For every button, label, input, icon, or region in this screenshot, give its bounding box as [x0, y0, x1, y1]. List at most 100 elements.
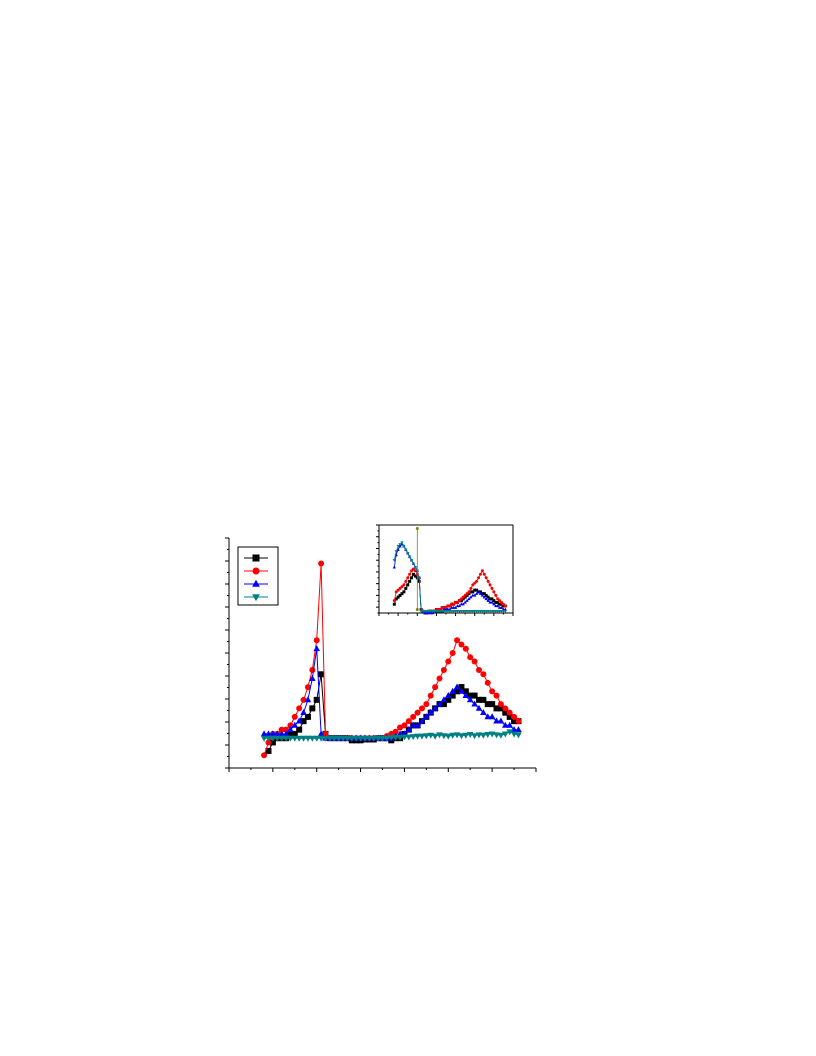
- legend-entry: [244, 594, 268, 602]
- data-point: [458, 687, 465, 694]
- data-point: [413, 566, 418, 570]
- data-point: [400, 541, 404, 545]
- data-point: [440, 696, 448, 703]
- data-point: [480, 671, 487, 678]
- data-point: [296, 726, 303, 733]
- data-point: [506, 713, 513, 720]
- data-point: [458, 684, 465, 691]
- data-point: [260, 730, 268, 737]
- data-point: [511, 713, 518, 720]
- data-point: [500, 602, 504, 606]
- data-point: [357, 735, 364, 742]
- data-point: [496, 604, 500, 608]
- data-point: [423, 701, 430, 708]
- data-point: [402, 583, 406, 587]
- data-point: [300, 735, 307, 742]
- data-point: [309, 705, 316, 712]
- data-point: [488, 597, 492, 601]
- data-point: [339, 735, 347, 742]
- data-point: [475, 579, 479, 583]
- data-point: [480, 732, 487, 739]
- data-point: [462, 732, 470, 739]
- data-point: [300, 718, 307, 725]
- data-point: [415, 607, 419, 611]
- data-point: [427, 692, 434, 699]
- data-point: [502, 721, 509, 728]
- data-point: [489, 688, 496, 695]
- data-point: [502, 705, 509, 712]
- data-point: [497, 717, 505, 724]
- data-point: [423, 733, 430, 740]
- data-point: [466, 696, 474, 703]
- data-point: [482, 572, 486, 576]
- data-point: [498, 599, 502, 603]
- series-2: [392, 542, 507, 615]
- data-point: [480, 569, 484, 573]
- data-point: [467, 692, 474, 699]
- data-point: [515, 718, 522, 725]
- data-point: [511, 718, 518, 725]
- data-point: [465, 592, 469, 596]
- data-point: [458, 641, 465, 648]
- data-point: [287, 726, 294, 733]
- data-point: [295, 717, 303, 724]
- data-point: [411, 572, 415, 576]
- data-point: [392, 559, 396, 562]
- data-point: [478, 591, 483, 595]
- data-point: [449, 650, 456, 656]
- data-point: [392, 728, 399, 735]
- data-point: [467, 654, 474, 661]
- data-point: [431, 704, 439, 711]
- data-point: [278, 730, 285, 737]
- data-point: [405, 718, 412, 725]
- data-point: [497, 732, 505, 739]
- data-point: [506, 709, 513, 716]
- data-point: [296, 705, 303, 712]
- data-point: [427, 709, 435, 716]
- data-point: [282, 730, 290, 737]
- data-point: [473, 593, 477, 597]
- data-point: [278, 726, 285, 733]
- data-point: [392, 734, 399, 741]
- data-point: [374, 735, 382, 742]
- data-point: [330, 735, 338, 742]
- data-point: [493, 732, 500, 739]
- data-point: [465, 593, 469, 597]
- data-point: [406, 551, 410, 555]
- legend: [237, 546, 279, 606]
- data-point: [474, 591, 479, 595]
- data-point: [418, 733, 426, 740]
- data-point: [413, 574, 417, 578]
- data-point: [490, 600, 494, 604]
- data-point: [400, 585, 404, 589]
- data-point: [492, 602, 496, 606]
- data-point: [502, 731, 509, 738]
- data-point: [488, 713, 496, 720]
- data-point: [493, 705, 500, 712]
- data-point: [440, 701, 447, 708]
- data-point: [473, 588, 477, 592]
- data-point: [461, 595, 465, 599]
- data-point: [404, 579, 408, 583]
- data-point: [475, 696, 482, 703]
- data-point: [396, 547, 400, 551]
- data-point: [309, 667, 316, 674]
- data-point: [414, 733, 421, 740]
- data-point: [477, 576, 481, 580]
- data-point: [396, 595, 400, 599]
- data-point: [407, 555, 412, 559]
- data-point: [398, 586, 402, 590]
- data-point: [392, 602, 396, 606]
- data-point: [449, 732, 456, 739]
- legend-entry: [244, 554, 268, 562]
- data-point: [300, 709, 307, 716]
- data-point: [478, 572, 482, 576]
- data-point: [414, 709, 421, 716]
- data-point: [467, 592, 471, 596]
- data-point: [457, 599, 461, 603]
- data-point: [405, 726, 413, 733]
- data-point: [304, 684, 311, 691]
- data-point: [496, 597, 500, 601]
- data-point: [404, 548, 408, 552]
- data-point: [482, 592, 486, 596]
